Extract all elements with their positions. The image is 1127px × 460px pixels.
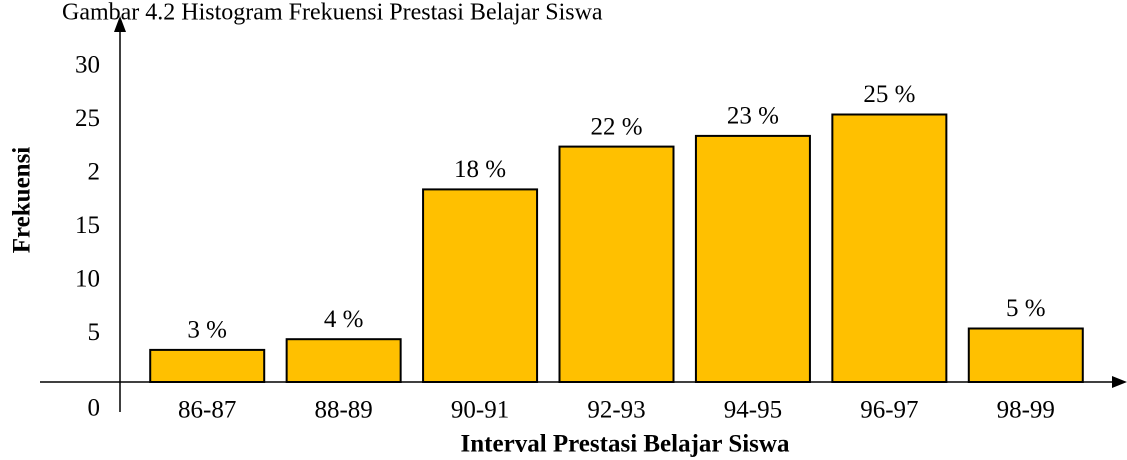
y-tick-label: 15	[75, 212, 100, 239]
bar	[149, 348, 266, 383]
bar	[967, 327, 1084, 383]
y-tick-label: 30	[75, 52, 100, 79]
x-axis-arrow	[1112, 376, 1127, 388]
chart-title: Gambar 4.2 Histogram Frekuensi Prestasi …	[62, 0, 603, 26]
value-label: 4 %	[324, 306, 364, 333]
y-tick-label: 25	[75, 105, 100, 132]
bar	[422, 188, 539, 383]
x-tick-label: 92-93	[587, 397, 645, 424]
x-tick-label: 96-97	[860, 397, 918, 424]
x-tick-label: 94-95	[724, 397, 782, 424]
bar	[558, 145, 675, 383]
x-axis-title: Interval Prestasi Belajar Siswa	[461, 431, 790, 458]
value-label: 5 %	[1006, 295, 1046, 322]
y-axis-title: Frekuensi	[9, 147, 36, 254]
value-label: 23 %	[727, 103, 779, 130]
value-label: 25 %	[863, 81, 915, 108]
y-tick-label: 0	[88, 395, 101, 422]
bar	[285, 338, 402, 384]
y-tick-label: 2	[88, 159, 101, 186]
x-tick-label: 88-89	[314, 397, 372, 424]
bar	[694, 134, 811, 383]
value-label: 18 %	[454, 156, 506, 183]
value-label: 22 %	[590, 113, 642, 140]
x-tick-label: 90-91	[451, 397, 509, 424]
y-axis-arrow	[114, 16, 126, 32]
value-label: 3 %	[187, 317, 227, 344]
y-tick-label: 10	[75, 266, 100, 293]
y-tick-label: 5	[88, 319, 101, 346]
bar	[831, 113, 948, 383]
x-tick-label: 86-87	[178, 397, 236, 424]
x-tick-label: 98-99	[997, 397, 1055, 424]
